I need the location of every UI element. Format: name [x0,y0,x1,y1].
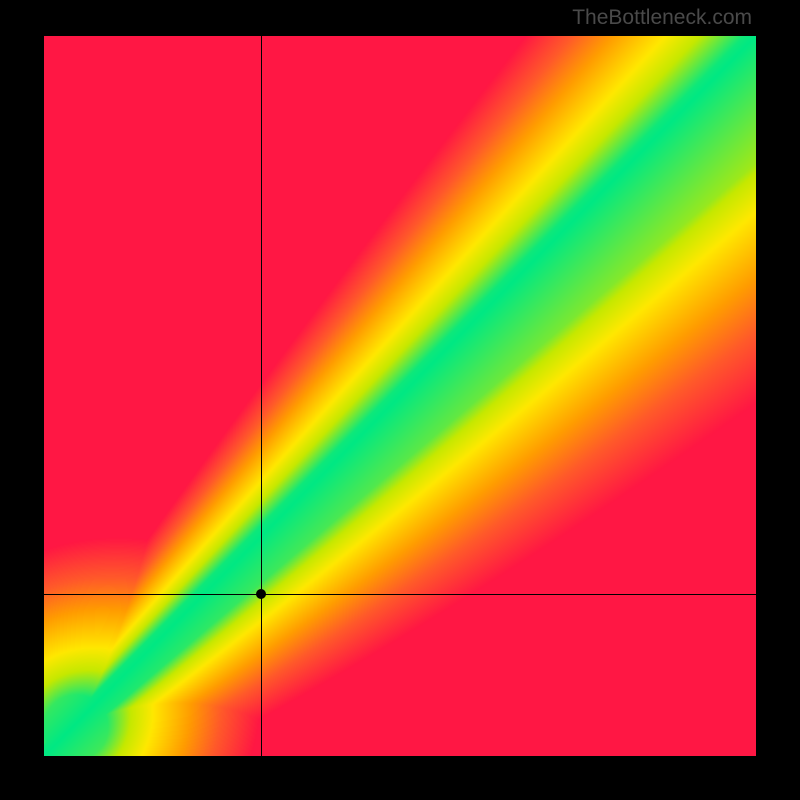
heatmap-canvas [44,36,756,756]
heatmap-plot [44,36,756,756]
data-point-marker [256,589,266,599]
watermark-text: TheBottleneck.com [572,6,752,30]
crosshair-vertical [261,36,262,756]
crosshair-horizontal [44,594,756,595]
